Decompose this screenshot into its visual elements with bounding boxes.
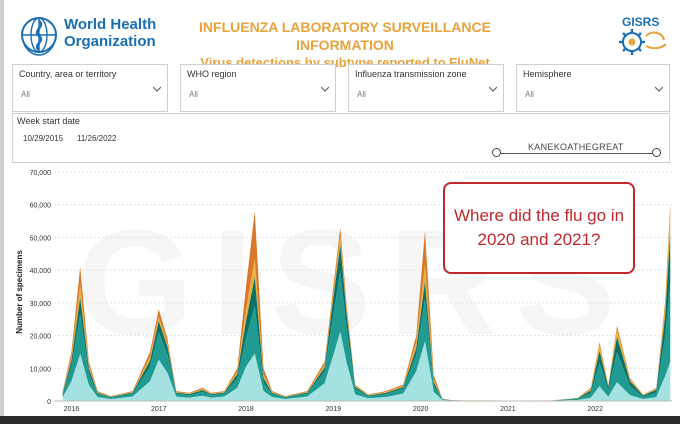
date-range-end[interactable]: 11/26/2022 (77, 134, 117, 143)
chart-x-ticks: 2016 2017 2018 2019 2020 2021 2022 (54, 400, 672, 413)
x-tick-label: 2018 (238, 406, 254, 413)
area-series-dark-teal (62, 234, 671, 401)
window-bottom-bar (0, 416, 680, 424)
gisrs-logo-text: GISRS (622, 15, 659, 29)
filter-transmission-zone-value[interactable]: All (357, 90, 366, 99)
y-tick-label: 0 (47, 399, 51, 406)
x-tick-label: 2016 (64, 406, 80, 413)
filter-hemisphere[interactable]: Hemisphere All (516, 64, 670, 112)
chart-y-ticks: 0 10,000 20,000 30,000 40,000 50,000 60,000 70,… (30, 170, 52, 406)
y-tick-label: 10,000 (30, 366, 52, 373)
date-range-filter: Week start date 10/29/2015 11/26/2022 KA… (12, 113, 670, 163)
window-edge (0, 0, 4, 424)
y-tick-label: 60,000 (30, 203, 52, 210)
who-logo-icon (21, 17, 57, 56)
who-org-name: World Health Organization (64, 16, 156, 50)
date-range-start[interactable]: 10/29/2015 (23, 134, 64, 143)
gisrs-logo-icon: GISRS (619, 15, 667, 55)
x-tick-label: 2017 (151, 406, 167, 413)
filter-transmission-zone-label: Influenza transmission zone (355, 69, 467, 79)
x-tick-label: 2019 (326, 406, 342, 413)
filter-who-region-label: WHO region (187, 69, 237, 79)
chevron-down-icon[interactable] (489, 85, 497, 93)
filter-country-label: Country, area or territory (19, 69, 117, 79)
y-tick-label: 70,000 (30, 170, 52, 177)
x-tick-label: 2022 (587, 406, 603, 413)
chart-area-series (62, 204, 671, 401)
filter-hemisphere-value[interactable]: All (525, 90, 534, 99)
annotation-callout: Where did the flu go in 2020 and 2021? (443, 182, 635, 274)
date-slider-track[interactable] (497, 153, 657, 154)
x-tick-label: 2021 (500, 406, 516, 413)
y-tick-label: 40,000 (30, 268, 52, 275)
flunet-area-chart: GISRS 010,00020,00030,00040,00050,00060,… (15, 170, 672, 413)
who-org-line2: Organization (64, 33, 156, 50)
filter-country[interactable]: Country, area or territory All (12, 64, 168, 112)
chart-y-axis-label: Number of specimens (15, 250, 24, 334)
filter-who-region-value[interactable]: All (189, 90, 198, 99)
filter-hemisphere-label: Hemisphere (523, 69, 572, 79)
area-series-teal (62, 270, 671, 401)
date-range-label: Week start date (17, 116, 80, 126)
chevron-down-icon[interactable] (655, 85, 663, 93)
date-slider-end-handle[interactable] (652, 148, 661, 157)
y-tick-label: 50,000 (30, 235, 52, 242)
date-slider-start-handle[interactable] (492, 148, 501, 157)
filter-who-region[interactable]: WHO region All (180, 64, 336, 112)
y-tick-label: 30,000 (30, 301, 52, 308)
page-title: INFLUENZA LABORATORY SURVEILLANCE INFORM… (199, 19, 491, 53)
overlay-username: KANEKOATHEGREAT (528, 142, 624, 152)
chevron-down-icon[interactable] (153, 85, 161, 93)
y-tick-label: 20,000 (30, 334, 52, 341)
filter-country-value[interactable]: All (21, 90, 30, 99)
filter-transmission-zone[interactable]: Influenza transmission zone All (348, 64, 504, 112)
who-org-line1: World Health (64, 16, 157, 33)
chevron-down-icon[interactable] (321, 85, 329, 93)
x-tick-label: 2020 (413, 406, 429, 413)
